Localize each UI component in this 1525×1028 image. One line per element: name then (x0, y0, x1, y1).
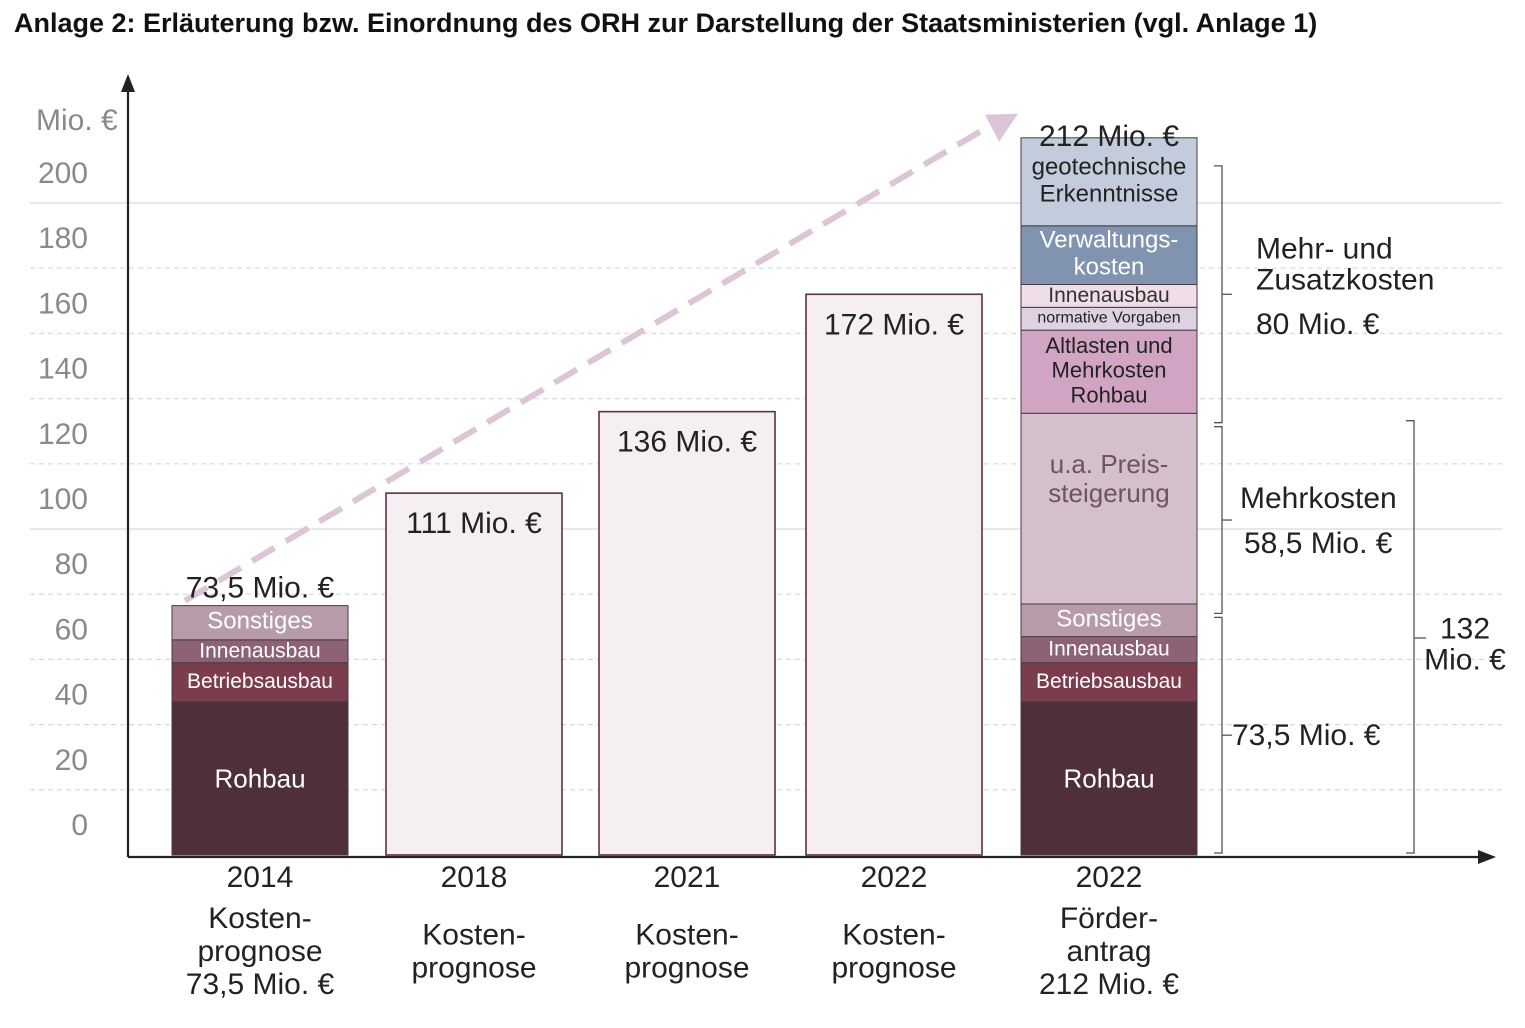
segment-label: u.a. Preis-steigerung (1048, 449, 1169, 508)
extra-costs-label: Mehr- und Zusatzkosten (1256, 232, 1434, 296)
bar-value-label: 136 Mio. € (617, 426, 757, 459)
bar-segment (1020, 412, 1198, 605)
x-category-label: Kosten-prognose (411, 918, 536, 984)
y-tick-label: 40 (55, 679, 88, 712)
y-tick-label: 20 (55, 744, 88, 777)
y-tick-label: 60 (55, 613, 88, 646)
bar-value-label: 111 Mio. € (406, 507, 542, 540)
bar-segment (1020, 701, 1198, 856)
bar-segment (171, 605, 349, 641)
additional-costs-label: Mehrkosten (1240, 482, 1397, 515)
segment-label: Innenausbau (1048, 283, 1169, 306)
x-category-year: 2022 (861, 861, 928, 894)
segment-label: Altlasten und Mehrkosten Rohbau (1045, 333, 1172, 407)
y-tick-label: 120 (38, 418, 88, 451)
bar-segment (171, 662, 349, 703)
additional-costs-value: 58,5 Mio. € (1244, 527, 1393, 560)
x-category-label: Kosten-prognose (624, 918, 749, 984)
bar-segment (1020, 603, 1198, 638)
base-costs-value: 73,5 Mio. € (1232, 719, 1381, 752)
trend-arrow-head (985, 113, 1018, 142)
segment-label: Betriebsausbau (187, 670, 333, 693)
segment-label: Betriebsausbau (1036, 670, 1182, 693)
page-title: Anlage 2: Erläuterung bzw. Einordnung de… (14, 8, 1318, 38)
segment-label: Verwaltungs-kosten (1040, 227, 1179, 281)
y-tick-label: 0 (71, 809, 88, 842)
difference-label: 132 Mio. € (1424, 612, 1506, 676)
segment-label: Rohbau (1063, 763, 1154, 793)
bar-value-label: 73,5 Mio. € (186, 571, 335, 604)
bracket-difference (1406, 420, 1415, 854)
bar-segment (1020, 329, 1198, 414)
y-tick-label: 100 (38, 483, 88, 516)
segment-label: Innenausbau (1048, 637, 1169, 660)
bar-value-label: 172 Mio. € (824, 308, 964, 341)
x-category-label: Kosten-prognose (831, 918, 956, 984)
segment-label: Sonstiges (1056, 606, 1161, 633)
bar-segment (1020, 225, 1198, 286)
x-category-year: 2021 (654, 861, 721, 894)
bracket-extra-costs (1214, 165, 1223, 424)
x-category-year: 2014 (227, 861, 294, 894)
x-category-year: 2022 (1076, 861, 1143, 894)
y-axis-arrowhead (121, 74, 135, 92)
x-category-label: Förder-antrag 212 Mio. € (1039, 902, 1179, 1001)
bar-segment (598, 410, 776, 856)
bar-segment (805, 293, 983, 856)
y-axis-label: Mio. € (36, 104, 118, 137)
bracket-additional-costs (1214, 426, 1223, 615)
y-tick-label: 180 (38, 222, 88, 255)
segment-label: Sonstiges (207, 608, 312, 635)
bar-value-label: 212 Mio. € (1039, 120, 1179, 153)
extra-costs-value: 80 Mio. € (1256, 308, 1380, 341)
segment-label: geotechnische Erkenntnisse (1032, 154, 1187, 208)
segment-label: normative Vorgaben (1037, 310, 1180, 327)
bar-segment (385, 492, 563, 856)
y-tick-label: 80 (55, 548, 88, 581)
y-tick-label: 160 (38, 287, 88, 320)
x-axis-arrowhead (1478, 850, 1496, 864)
y-tick-label: 140 (38, 353, 88, 386)
segment-label: Innenausbau (199, 639, 320, 662)
bar-segment (1020, 662, 1198, 703)
segment-label: Rohbau (214, 763, 305, 793)
x-category-label: Kosten-prognose 73,5 Mio. € (186, 902, 335, 1001)
bracket-base-costs (1214, 616, 1223, 854)
y-tick-label: 200 (38, 157, 88, 190)
bar-segment (1020, 137, 1198, 227)
bar-segment (171, 701, 349, 856)
x-category-year: 2018 (441, 861, 508, 894)
